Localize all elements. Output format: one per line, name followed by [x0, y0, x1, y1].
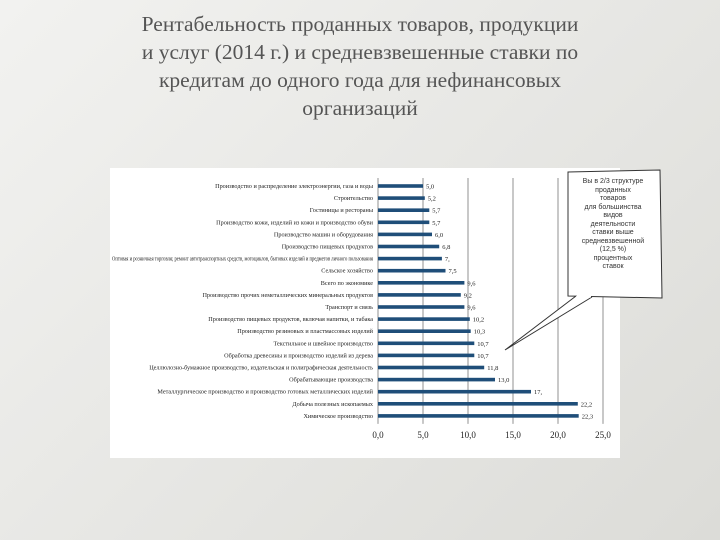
category-label: Химическое производство	[303, 413, 373, 420]
bar	[378, 220, 430, 225]
category-label: Целлюлозно-бумажное производство, издате…	[149, 365, 373, 372]
value-label: 9,6	[467, 305, 476, 312]
value-label: 17,	[534, 389, 543, 396]
callout-line-6: деятельности	[590, 220, 636, 228]
title-line-4: организаций	[302, 96, 418, 120]
category-label: Производство кожи, изделий из кожи и про…	[216, 219, 374, 226]
callout-line-5: видов	[603, 212, 623, 219]
plot-background	[110, 168, 620, 458]
category-label: Текстильное и швейное производство	[273, 340, 373, 347]
bar	[378, 329, 471, 333]
category-label: Добыча полезных ископаемых	[292, 401, 374, 408]
callout-text: Вы в 2/3 структуре проданных товаров для…	[573, 178, 653, 272]
category-label: Обрабатывающие производства	[289, 377, 373, 384]
value-label: 7,5	[449, 268, 457, 275]
value-label: 10,2	[473, 317, 484, 324]
callout-line-11: ставок	[602, 263, 624, 270]
bar	[378, 196, 425, 200]
value-label: 13,0	[498, 377, 509, 384]
category-label: Производство пищевых продуктов	[282, 244, 373, 251]
x-tick-label: 25,0	[595, 430, 611, 440]
bar	[378, 377, 495, 382]
callout-line-8: средневзвешенной	[581, 237, 645, 245]
value-label: 7,	[445, 256, 450, 263]
bar	[378, 208, 430, 212]
category-label: Оптовая и розничная торговля; ремонт авт…	[112, 256, 373, 263]
callout-box	[567, 169, 663, 299]
bar	[378, 281, 465, 285]
value-label: 22,2	[581, 401, 592, 408]
category-label: Строительство	[334, 195, 373, 202]
x-tick-label: 20,0	[550, 430, 566, 440]
x-tick-label: 0,0	[372, 430, 384, 440]
bar	[378, 341, 475, 346]
bar	[378, 414, 579, 418]
bar	[378, 232, 432, 237]
value-label: 10,3	[474, 329, 485, 336]
bar	[378, 293, 461, 297]
slide-title: Рентабельность проданных товаров, продук…	[20, 10, 700, 122]
callout-pointer	[504, 295, 593, 351]
value-label: 5,7	[432, 208, 441, 215]
category-label: Сельское хозяйство	[321, 268, 373, 275]
category-label: Производство и распределение электроэнер…	[215, 183, 374, 190]
title-line-3: кредитам до одного года для нефинансовых	[158, 68, 562, 92]
bar	[378, 184, 423, 188]
value-label: 5,7	[432, 220, 441, 227]
bar	[378, 256, 442, 261]
callout-line-10: процентных	[593, 254, 633, 262]
category-label: Производство прочих неметаллических мине…	[202, 292, 373, 299]
callout-line-7: ставки выше	[592, 229, 634, 236]
category-label: Производство резиновых и пластмассовых и…	[237, 328, 373, 335]
category-label: Всего по экономике	[321, 280, 373, 287]
title-line-2: и услуг (2014 г.) и средневзвешенные ста…	[141, 40, 579, 64]
x-tick-label: 10,0	[460, 430, 476, 440]
bar	[378, 353, 475, 358]
callout-line-2: проданных	[595, 186, 631, 194]
value-label: 11,8	[487, 365, 498, 372]
callout-line-3: товаров	[599, 195, 627, 202]
bar	[378, 365, 485, 370]
category-label: Металлургическое производство и производ…	[157, 389, 373, 396]
category-label: Гостиницы и рестораны	[310, 207, 374, 214]
value-label: 10,7	[477, 353, 489, 360]
bar	[378, 402, 578, 406]
category-label: Производство машин и оборудования	[274, 231, 373, 238]
callout-line-1: Вы в 2/3 структуре	[582, 178, 644, 185]
bar	[378, 268, 446, 273]
value-label: 22,3	[582, 413, 593, 420]
title-line-1: Рентабельность проданных товаров, продук…	[141, 12, 579, 36]
bar	[378, 389, 531, 394]
value-label: 9,2	[464, 292, 472, 299]
value-label: 5,0	[426, 184, 434, 191]
value-label: 10,7	[477, 341, 489, 348]
value-label: 6,0	[435, 232, 443, 239]
bars-layer	[378, 184, 579, 418]
bar	[378, 244, 440, 249]
category-label: Транспорт и связь	[325, 304, 373, 311]
x-tick-label: 5,0	[417, 430, 429, 440]
callout-shape	[504, 169, 663, 351]
value-label: 6,8	[442, 244, 450, 251]
callout-line-4: для большинства	[584, 203, 642, 211]
bar	[378, 305, 465, 309]
value-label: 9,6	[467, 280, 476, 287]
category-label: Производство пищевых продуктов, включая …	[208, 316, 373, 323]
x-tick-label: 15,0	[505, 430, 521, 440]
ticks-layer: 0,0 5,0 10,0 15,0 20,0 25,0	[372, 430, 611, 440]
labels-layer: Производство и распределение электроэнер…	[112, 183, 593, 420]
category-label: Обработка древесины и производство издел…	[224, 352, 373, 359]
callout-line-9: (12,5 %)	[599, 246, 627, 253]
bar	[378, 317, 470, 321]
value-label: 5,2	[428, 196, 436, 203]
